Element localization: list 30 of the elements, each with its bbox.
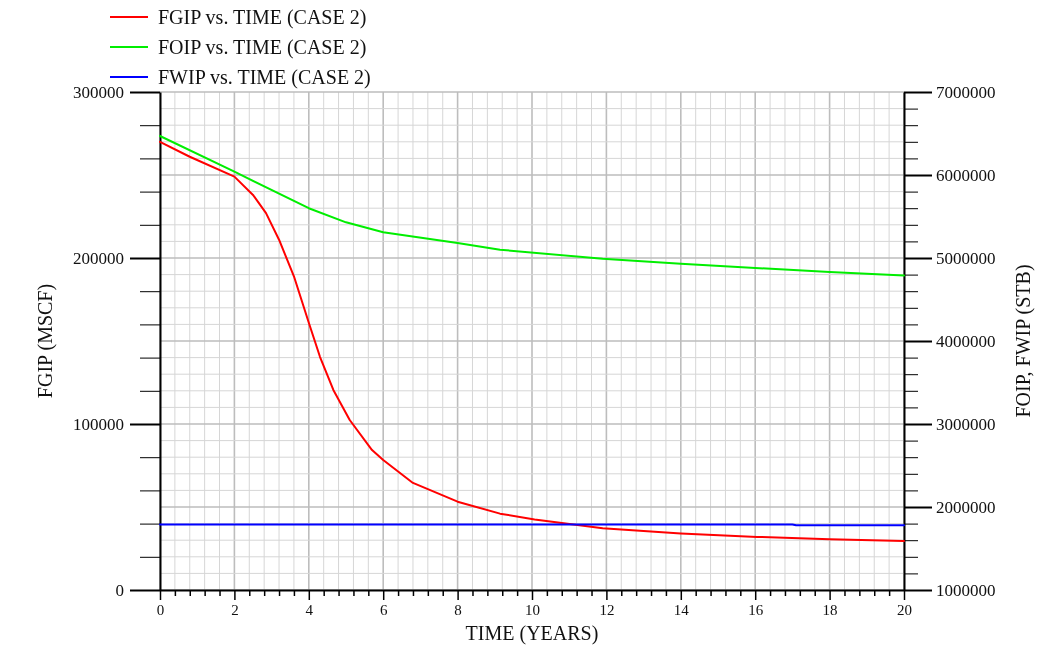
legend-label: FGIP vs. TIME (CASE 2): [158, 6, 367, 29]
y2-tick-label: 4000000: [936, 331, 996, 351]
x-tick-label: 18: [822, 601, 838, 618]
x-tick-label: 4: [305, 601, 314, 618]
x-tick-label: 20: [897, 601, 912, 618]
line-series: [159, 134, 905, 277]
y-tick-label: 200000: [73, 248, 124, 268]
x-axis-title: TIME (YEARS): [465, 622, 599, 645]
x-tick-label: 2: [231, 601, 239, 618]
y-tick-label: 100000: [73, 414, 124, 434]
y2-axis-title: FOIP, FWIP (STB): [1012, 264, 1035, 418]
y2-tick-label: 6000000: [936, 165, 996, 185]
x-tick-label: 16: [748, 601, 764, 618]
line-series: [159, 140, 905, 543]
y2-tick-label: 1000000: [936, 580, 996, 600]
x-tick-label: 6: [379, 601, 388, 618]
x-tick-label: 0: [156, 601, 165, 618]
y-tick-label: 0: [115, 580, 124, 600]
x-tick-label: 10: [525, 601, 540, 618]
y2-tick-label: 7000000: [936, 82, 996, 102]
x-tick-label: 8: [454, 601, 462, 618]
x-tick-label: 14: [673, 601, 690, 618]
y2-tick-label: 5000000: [936, 248, 996, 268]
y2-tick-label: 3000000: [936, 414, 996, 434]
y-tick-label: 300000: [73, 82, 124, 102]
x-tick-label: 12: [599, 601, 615, 618]
y-axis-title: FGIP (MSCF): [34, 283, 57, 399]
y2-tick-label: 2000000: [936, 497, 996, 517]
legend-label: FOIP vs. TIME (CASE 2): [158, 36, 367, 59]
legend-label: FWIP vs. TIME (CASE 2): [158, 66, 371, 89]
